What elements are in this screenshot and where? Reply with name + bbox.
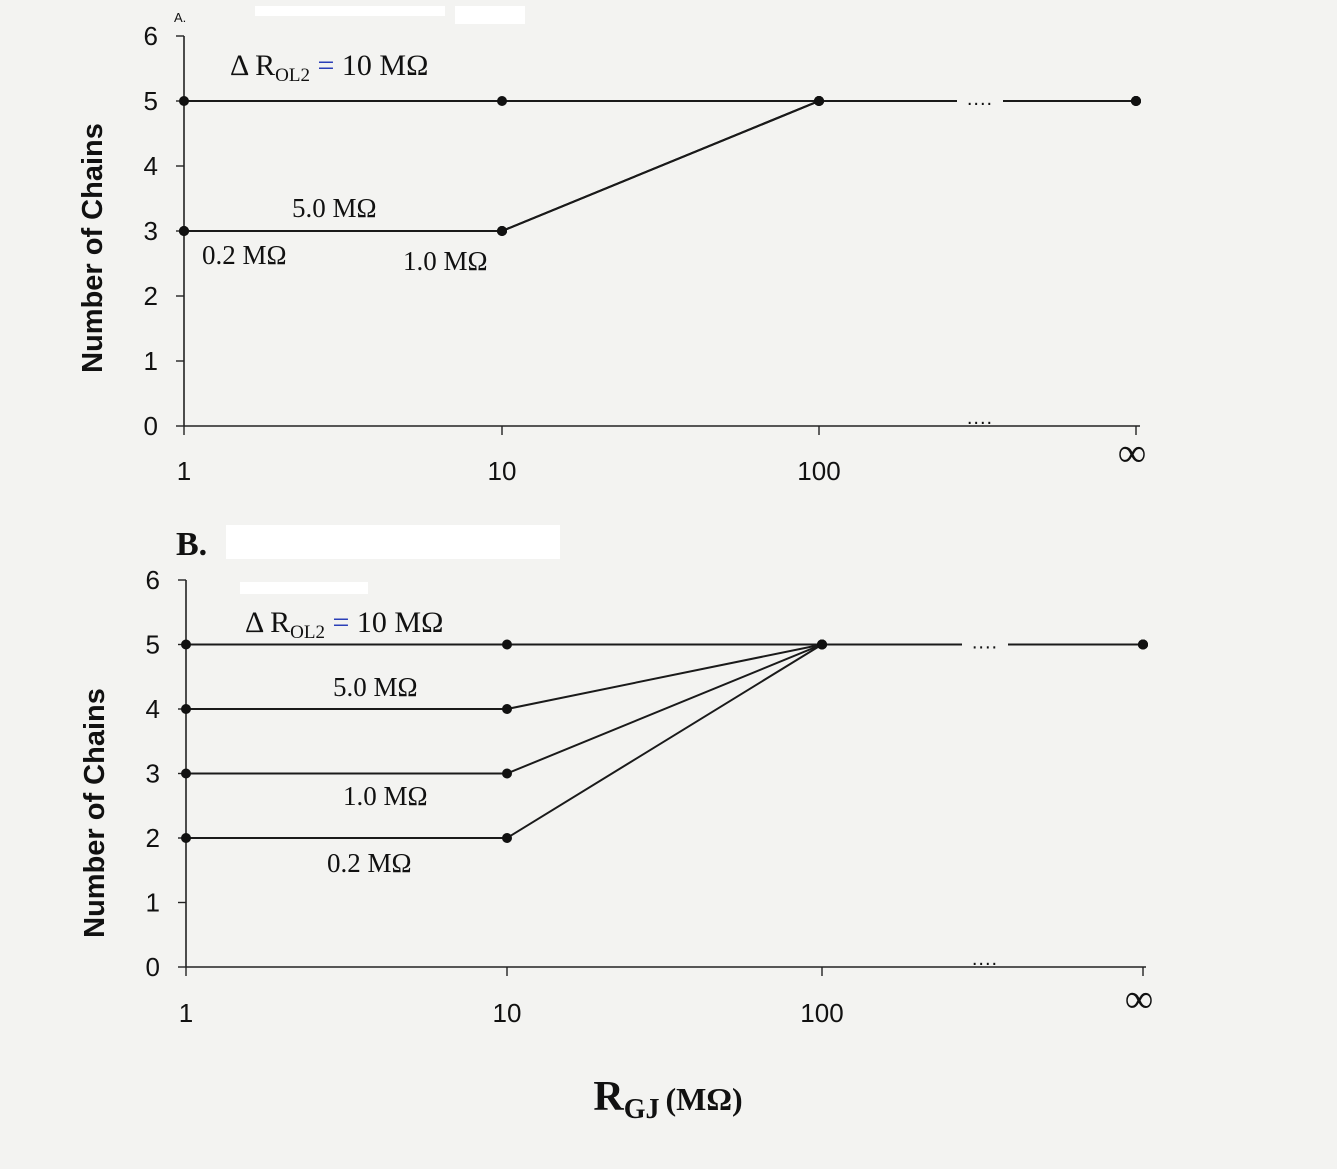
y-tick-label: 1 [146,888,160,918]
x-axis-label-main: R [593,1074,624,1120]
panel-b-series: .... [181,632,1148,843]
data-point [181,768,191,779]
x-tick-label: 1 [179,998,193,1028]
line-break-mask [962,641,1008,648]
data-point [502,833,512,843]
x-axis-label-unit: (MΩ) [665,1081,742,1117]
legend-equals: = [310,49,334,82]
panel-b-redaction-2 [240,582,368,594]
panel-a-letter: A. [174,10,186,25]
data-point [502,768,512,779]
y-tick-label: 1 [144,346,158,376]
y-tick-label: 4 [144,151,158,181]
series-line [186,643,1143,710]
panel-a-redaction-2 [455,6,525,24]
y-tick-label: 4 [146,694,160,724]
y-tick-label: 6 [146,565,160,595]
x-tick-label-infinity: ∞ [1125,976,1154,1021]
legend-value: 10 MΩ [334,49,428,82]
panel-a-labels: Δ ROL2 = 10 MΩ 5.0 MΩ 1.0 MΩ 0.2 MΩ [202,49,488,276]
legend-subscript: OL2 [290,622,325,643]
x-axis-label: RGJ (MΩ) [593,1074,742,1125]
data-point [497,96,507,106]
legend-prefix: Δ R [245,606,290,639]
series-label: 1.0 MΩ [343,781,428,811]
x-tick-label-infinity: ∞ [1118,430,1147,475]
x-tick-label: 100 [800,998,843,1028]
data-point [181,639,191,650]
panel-b-ylabel: Number of Chains [79,688,111,938]
data-point [181,704,191,714]
legend-equals: = [325,606,349,639]
series-label-top: Δ ROL2 = 10 MΩ [245,606,443,643]
y-tick-label: 6 [144,21,158,51]
data-point [179,96,189,106]
line-break-mask [957,98,1003,104]
y-tick-label: 5 [146,630,160,660]
data-point [502,639,512,650]
data-point [817,639,827,650]
x-axis-break-dots: .... [972,948,998,970]
data-point [502,704,512,714]
data-point [1138,639,1148,650]
panel-b-redaction-1 [226,525,560,559]
x-tick-label: 1 [177,456,191,486]
x-tick-label: 10 [488,456,517,486]
data-point [814,96,824,106]
y-tick-label: 2 [144,281,158,311]
panel-a-ylabel: Number of Chains [77,123,109,373]
panel-a-redaction-1 [255,6,445,16]
x-axis-label-sub: GJ [624,1094,660,1125]
data-point [181,833,191,843]
legend-value: 10 MΩ [349,606,443,639]
panel-b-labels: Δ ROL2 = 10 MΩ 5.0 MΩ 1.0 MΩ 0.2 MΩ [245,606,443,878]
series-label: 5.0 MΩ [292,193,377,223]
y-tick-label: 0 [146,952,160,982]
series-label: 5.0 MΩ [333,672,418,702]
x-tick-label: 100 [797,456,840,486]
series-line [186,643,1143,839]
x-tick-label: 10 [493,998,522,1028]
line-break-dots: .... [967,88,993,110]
line-break-dots: .... [972,632,998,654]
data-point [1131,96,1141,106]
series-label: 1.0 MΩ [403,246,488,276]
legend-prefix: Δ R [230,49,275,82]
y-tick-label: 5 [144,86,158,116]
series-label: 0.2 MΩ [327,848,412,878]
y-tick-label: 2 [146,823,160,853]
data-point [179,226,189,236]
legend-subscript: OL2 [275,65,310,86]
y-tick-label: 3 [146,759,160,789]
data-point [497,226,507,236]
y-tick-label: 0 [144,411,158,441]
x-axis-break-dots: .... [967,407,993,429]
panel-a-series: .... [179,88,1141,236]
series-label-top: Δ ROL2 = 10 MΩ [230,49,428,86]
panel-b-letter: B. [176,526,207,563]
series-label: 0.2 MΩ [202,240,287,270]
y-tick-label: 3 [144,216,158,246]
